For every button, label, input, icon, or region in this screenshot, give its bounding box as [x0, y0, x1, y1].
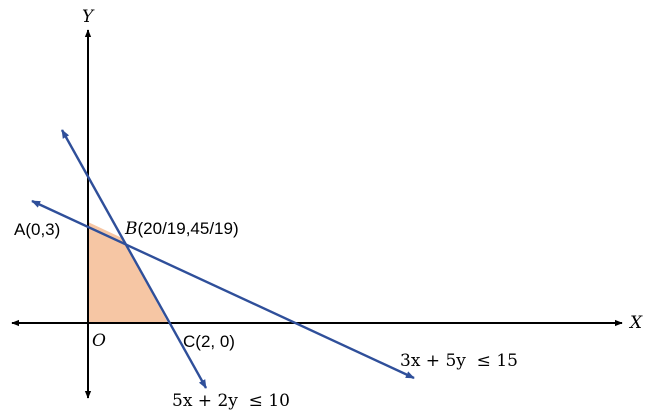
point-a-label: A(0,3)	[14, 220, 60, 239]
constraint-2-label: 5x + 2y ≤ 10	[172, 391, 290, 411]
y-axis-label: Y	[82, 7, 95, 27]
constraint-line-5x-2y	[60, 129, 208, 389]
point-b-letter: B	[124, 219, 138, 239]
origin-label: O	[92, 331, 106, 351]
x-axis-label: X	[628, 313, 643, 333]
point-c-label: C(2, 0)	[183, 332, 235, 351]
point-b-label: B(20/19,45/19)	[124, 219, 239, 239]
constraint-1-label: 3x + 5y ≤ 15	[400, 351, 518, 371]
point-b-coords: (20/19,45/19)	[138, 219, 239, 238]
